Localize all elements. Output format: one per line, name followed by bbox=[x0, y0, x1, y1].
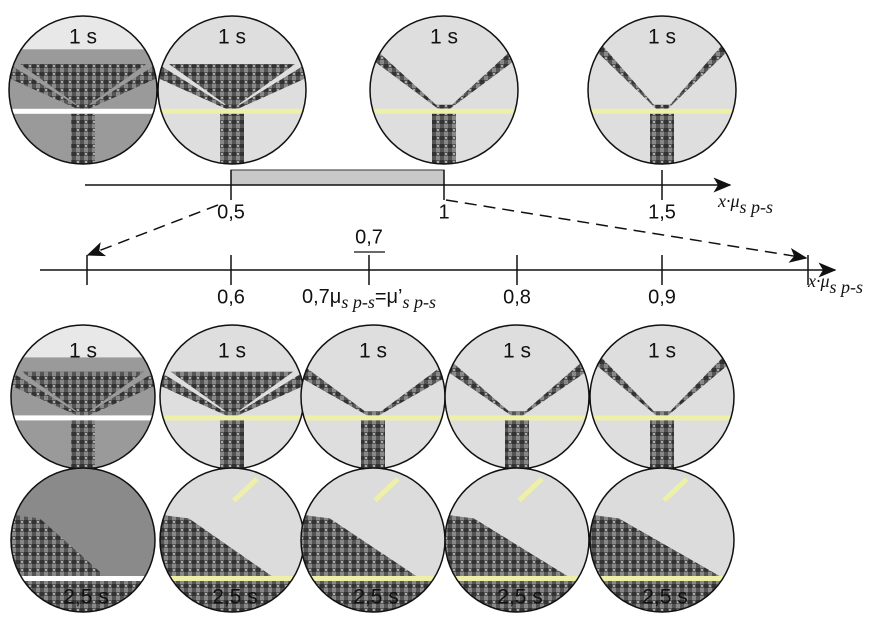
time-label: 1 s bbox=[69, 340, 97, 363]
subscript: s p-s bbox=[740, 197, 774, 217]
time-label: 1 s bbox=[218, 340, 246, 363]
tick-label: 0,6 bbox=[217, 286, 245, 308]
time-label: 1 s bbox=[218, 26, 246, 49]
floor bbox=[301, 576, 445, 581]
plate bbox=[9, 109, 157, 114]
time-label: 2,5 s bbox=[63, 586, 109, 609]
plate bbox=[590, 415, 734, 420]
time-label: 1 s bbox=[503, 340, 531, 363]
plate bbox=[158, 109, 306, 114]
time-label: 2,5 s bbox=[497, 586, 543, 609]
subscript: s p-s bbox=[830, 277, 864, 297]
plate bbox=[301, 415, 445, 420]
symbol: =μ’ bbox=[375, 286, 403, 308]
range-bar bbox=[231, 170, 444, 185]
subscript: s p-s bbox=[403, 292, 437, 312]
plate bbox=[370, 109, 518, 114]
symbol: x·μ bbox=[717, 191, 740, 211]
plate bbox=[445, 415, 589, 420]
symbol: 0,7μ bbox=[302, 286, 341, 308]
symbol: x·μ bbox=[807, 271, 830, 291]
stream bbox=[71, 114, 95, 188]
highlight-label: 0,7 bbox=[355, 226, 383, 248]
time-label: 2,5 s bbox=[212, 586, 258, 609]
time-label: 2,5 s bbox=[353, 586, 399, 609]
floor bbox=[160, 576, 304, 581]
tick-label: 0,8 bbox=[503, 286, 531, 308]
figure: 1 s1 s1 s1 s0,511,5x·μs p-s0,70,60,80,90… bbox=[0, 0, 883, 617]
time-label: 1 s bbox=[359, 340, 387, 363]
axis-label: x·μs p-s bbox=[717, 191, 773, 217]
page: {"top_row": {"labels": ["1 s", "1 s", "1… bbox=[0, 0, 883, 617]
tick-label: 0,5 bbox=[217, 201, 245, 223]
floor bbox=[445, 576, 589, 581]
subscript: s p-s bbox=[341, 292, 375, 312]
floor bbox=[590, 576, 734, 581]
time-label: 1 s bbox=[430, 26, 458, 49]
plate bbox=[11, 415, 155, 420]
floor bbox=[11, 576, 155, 581]
time-label: 2,5 s bbox=[642, 586, 688, 609]
zoom-arrow bbox=[88, 205, 218, 255]
tick-label: 1 bbox=[438, 201, 449, 223]
plate bbox=[160, 415, 304, 420]
axis-label: x·μs p-s bbox=[807, 271, 863, 297]
tick-label: 0,9 bbox=[648, 286, 676, 308]
axis-label: 0,7μs p-s=μ’s p-s bbox=[302, 286, 436, 312]
time-label: 1 s bbox=[648, 340, 676, 363]
time-label: 1 s bbox=[648, 26, 676, 49]
tick-label: 1,5 bbox=[648, 201, 676, 223]
plate bbox=[588, 109, 736, 114]
time-label: 1 s bbox=[69, 26, 97, 49]
